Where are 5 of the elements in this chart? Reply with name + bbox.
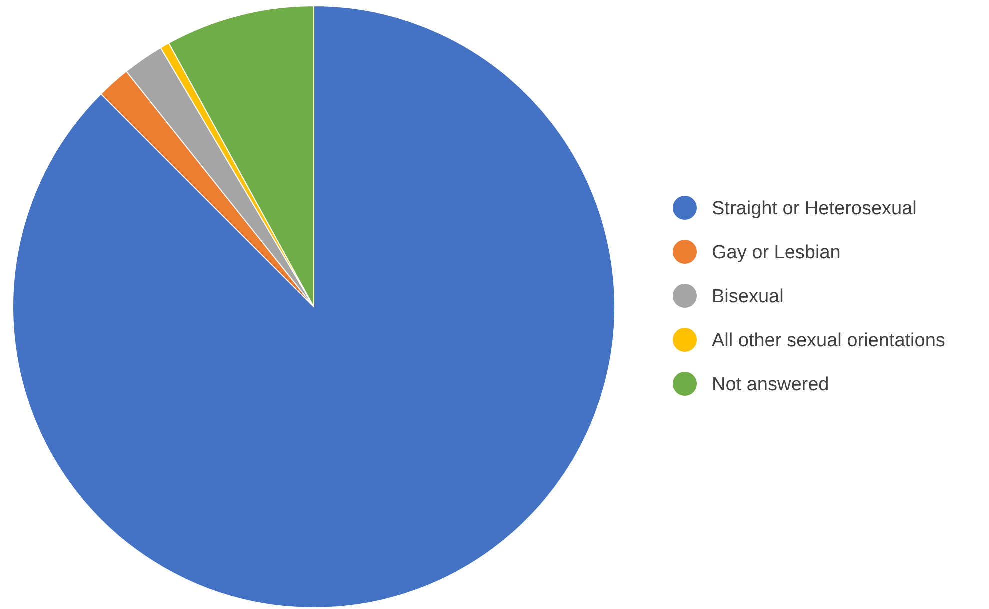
legend-label: Straight or Heterosexual <box>712 198 917 220</box>
legend-label: All other sexual orientations <box>712 330 946 352</box>
legend-label: Gay or Lesbian <box>712 242 841 264</box>
legend-label: Bisexual <box>712 286 784 308</box>
legend-label: Not answered <box>712 374 830 396</box>
